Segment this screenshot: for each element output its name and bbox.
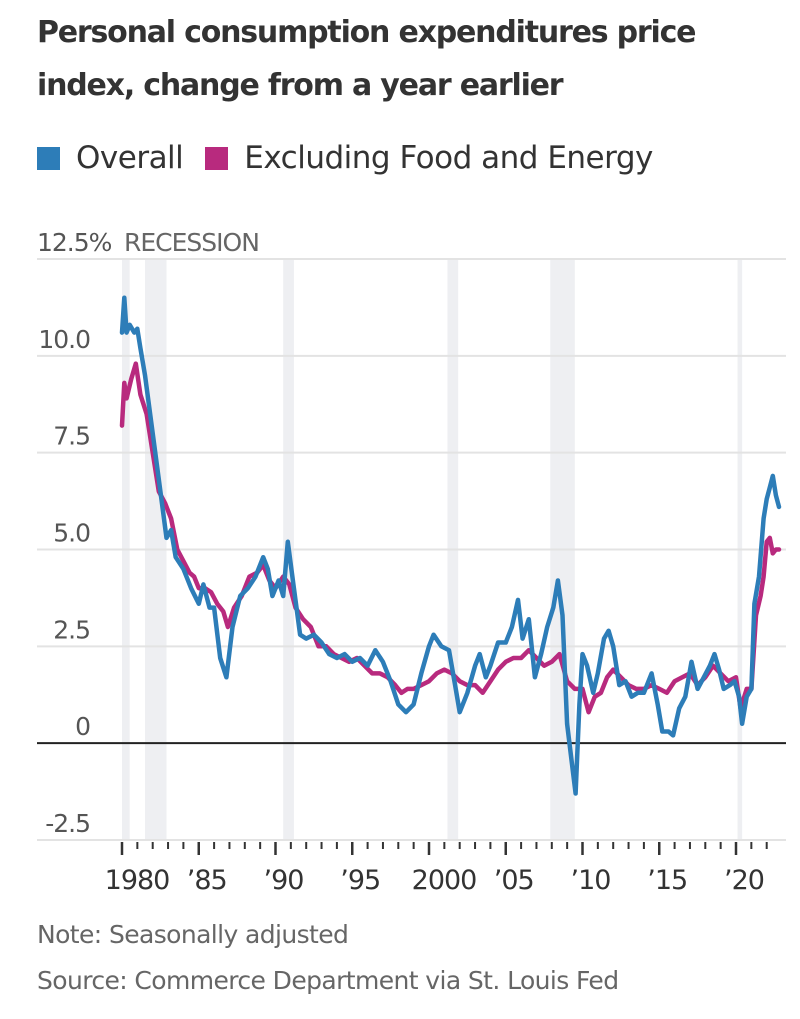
x-tick-label: ’20: [724, 865, 764, 896]
line-chart: 12.5% 10.0 7.5 5.0 2.5 0 -2.5 RECESSION 1980 ’8…: [37, 228, 786, 896]
legend-label-core: Excluding Food and Energy: [244, 140, 653, 176]
legend-swatch-overall: [37, 146, 60, 170]
x-tick-label: ’90: [264, 865, 304, 896]
x-tick-label: ’95: [340, 865, 380, 896]
x-tick-label: ’15: [647, 865, 687, 896]
chart-title: Personal consumption expenditures price …: [37, 15, 697, 103]
recession-label: RECESSION: [124, 228, 259, 257]
legend-item-overall: Overall: [37, 140, 184, 176]
y-tick-label: 10.0: [38, 325, 90, 354]
y-tick-label: -2.5: [45, 809, 90, 838]
x-tick-label: ’05: [494, 865, 534, 896]
legend-label-overall: Overall: [76, 140, 184, 176]
legend-swatch-core: [205, 146, 229, 170]
x-tick-label: ’85: [187, 865, 227, 896]
chart-source: Source: Commerce Department via St. Loui…: [37, 966, 619, 995]
y-tick-label: 0: [75, 712, 90, 741]
x-axis: 1980 ’85 ’90 ’95 2000 ’05 ’10 ’15 ’20: [105, 842, 768, 896]
y-tick-label: 7.5: [53, 422, 90, 451]
y-axis-labels: 12.5% 10.0 7.5 5.0 2.5 0 -2.5: [37, 228, 113, 838]
y-tick-label: 5.0: [53, 519, 90, 548]
series-line-overall: [119, 295, 782, 796]
gridlines: [37, 258, 786, 841]
legend-item-core: Excluding Food and Energy: [205, 140, 653, 176]
y-tick-label: 12.5%: [37, 228, 112, 257]
series-line-excluding-food-and-energy: [119, 361, 782, 715]
series-lines: [119, 295, 782, 796]
x-tick-label: ’10: [571, 865, 611, 896]
x-tick-label: 1980: [105, 865, 170, 896]
chart-note: Note: Seasonally adjusted: [37, 920, 349, 949]
y-tick-label: 2.5: [53, 615, 90, 644]
x-tick-label: 2000: [412, 865, 477, 896]
chart-legend: Overall Excluding Food and Energy: [37, 140, 675, 176]
